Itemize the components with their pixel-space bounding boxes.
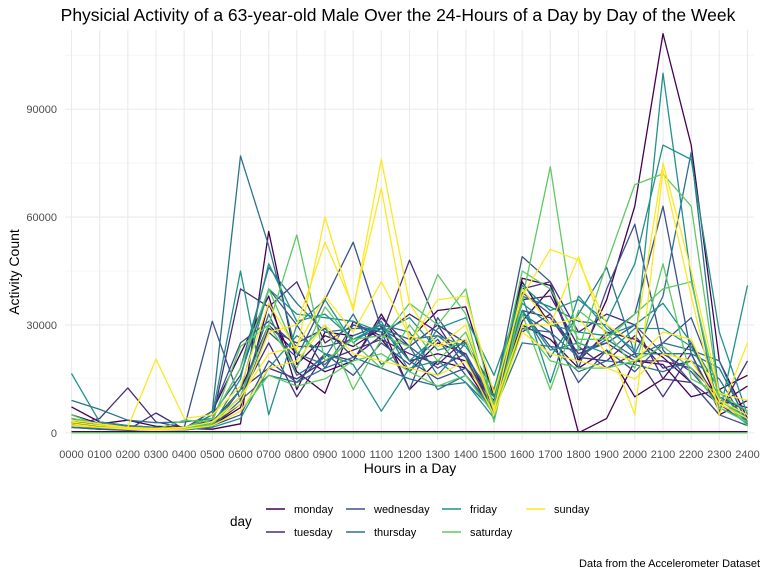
x-tick-label: 2400 bbox=[735, 449, 759, 461]
x-tick-label: 1500 bbox=[482, 449, 506, 461]
x-tick-label: 0800 bbox=[285, 449, 309, 461]
x-tick-label: 1300 bbox=[425, 449, 449, 461]
legend-label-saturday: saturday bbox=[470, 527, 513, 539]
x-tick-label: 0200 bbox=[116, 449, 140, 461]
x-tick-label: 1200 bbox=[397, 449, 421, 461]
legend-item-wednesday: wednesday bbox=[346, 504, 430, 516]
series-line-sunday bbox=[71, 281, 748, 430]
y-axis-label: Activity Count bbox=[6, 229, 22, 315]
series-sunday bbox=[71, 158, 749, 431]
x-tick-label: 0700 bbox=[256, 449, 280, 461]
x-tick-label: 1600 bbox=[510, 449, 534, 461]
x-tick-label: 0300 bbox=[144, 449, 168, 461]
legend-item-tuesday: tuesday bbox=[266, 527, 333, 539]
x-tick-label: 1000 bbox=[341, 449, 365, 461]
x-tick-label: 2000 bbox=[623, 449, 647, 461]
series-line-sunday bbox=[71, 324, 748, 431]
chart-caption: Data from the Accelerometer Dataset bbox=[579, 558, 760, 570]
legend-item-saturday: saturday bbox=[442, 527, 513, 539]
y-tick-label: 60000 bbox=[26, 212, 57, 224]
legend-label-sunday: sunday bbox=[554, 504, 590, 516]
x-axis-label: Hours in a Day bbox=[364, 460, 457, 476]
legend-item-monday: monday bbox=[266, 504, 334, 516]
legend: day monday tuesday wednesday thursday friday… bbox=[230, 504, 590, 539]
x-tick-label: 1800 bbox=[566, 449, 590, 461]
legend-label-thursday: thursday bbox=[374, 527, 417, 539]
series-line-saturday bbox=[71, 270, 748, 430]
x-tick-label: 1100 bbox=[370, 449, 394, 461]
chart-title: Physicial Activity of a 63-year-old Male… bbox=[61, 5, 736, 25]
x-tick-label: 1400 bbox=[454, 449, 478, 461]
x-tick-label: 1900 bbox=[594, 449, 618, 461]
legend-label-tuesday: tuesday bbox=[294, 527, 333, 539]
x-tick-label: 2200 bbox=[679, 449, 703, 461]
y-tick-label: 30000 bbox=[26, 320, 57, 332]
y-tick-label: 0 bbox=[51, 428, 57, 440]
legend-item-sunday: sunday bbox=[526, 504, 590, 516]
series-line-sunday bbox=[71, 158, 749, 429]
series-layer bbox=[70, 32, 749, 434]
legend-item-thursday: thursday bbox=[346, 527, 417, 539]
y-axis-ticks: 0 30000 60000 90000 bbox=[26, 104, 57, 440]
x-tick-label: 2100 bbox=[651, 449, 675, 461]
x-tick-label: 0900 bbox=[313, 449, 337, 461]
x-tick-label: 0500 bbox=[200, 449, 224, 461]
x-axis-ticks: 0000 0100 0200 0300 0400 0500 0600 0700 0800 0900… bbox=[59, 449, 759, 461]
x-tick-label: 2300 bbox=[707, 449, 731, 461]
x-tick-label: 0400 bbox=[172, 449, 196, 461]
legend-title: day bbox=[230, 514, 252, 529]
legend-label-friday: friday bbox=[470, 504, 497, 516]
legend-label-monday: monday bbox=[294, 504, 334, 516]
x-tick-label: 0600 bbox=[228, 449, 252, 461]
x-tick-label: 0000 bbox=[59, 449, 83, 461]
x-tick-label: 1700 bbox=[538, 449, 562, 461]
x-tick-label: 0100 bbox=[87, 449, 111, 461]
legend-label-wednesday: wednesday bbox=[373, 504, 430, 516]
legend-item-friday: friday bbox=[442, 504, 497, 516]
series-line-saturday bbox=[71, 166, 748, 430]
y-tick-label: 90000 bbox=[26, 104, 57, 116]
